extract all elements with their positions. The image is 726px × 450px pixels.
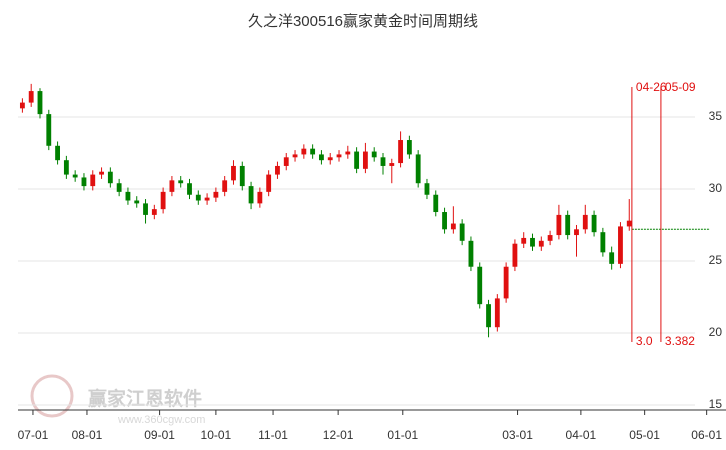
candle-body [433, 194, 439, 213]
candle-body [81, 177, 87, 187]
candle-body [459, 223, 465, 241]
candle-body [450, 223, 456, 230]
candle-body [55, 145, 60, 161]
candle-body [72, 174, 78, 178]
candle-body [19, 102, 25, 109]
y-tick-label: 20 [709, 325, 723, 339]
x-tick-label: 01-01 [387, 428, 418, 442]
x-tick-label: 04-01 [566, 428, 597, 442]
cycle-label: 05-09 [665, 80, 696, 94]
candle-body [134, 200, 140, 204]
candle-body [28, 91, 34, 103]
candle-body [486, 304, 491, 328]
candle-body [371, 151, 377, 158]
candle-body [187, 183, 192, 195]
candle-body [257, 191, 263, 204]
candle-body [494, 298, 500, 328]
candle-body [618, 226, 623, 264]
candle-body [380, 157, 386, 166]
cycle-ratio: 3.0 [636, 334, 653, 348]
candle-body [503, 266, 509, 299]
candle-body [178, 180, 184, 184]
x-tick-label: 03-01 [502, 428, 533, 442]
candle-body [424, 183, 430, 195]
x-tick-label: 05-01 [629, 428, 660, 442]
candle-body [415, 154, 421, 184]
candle-body [169, 180, 175, 192]
candle-body [301, 148, 307, 155]
candle-body [565, 214, 571, 236]
candle-body [556, 214, 562, 236]
candle-body [46, 114, 52, 146]
candle-body [90, 174, 96, 187]
candle-body [204, 197, 210, 201]
candle-body [143, 203, 148, 215]
candle-body [222, 180, 228, 192]
candle-body [574, 229, 579, 236]
candle-body [213, 191, 219, 198]
candle-body [582, 214, 588, 230]
x-tick-label: 10-01 [201, 428, 232, 442]
candle-body [538, 240, 544, 247]
candle-body [591, 214, 597, 233]
candle-body [600, 232, 606, 253]
candle-body [63, 160, 69, 175]
candle-body [512, 243, 518, 267]
candle-body [354, 151, 360, 169]
x-tick-label: 09-01 [144, 428, 175, 442]
x-tick-label: 08-01 [72, 428, 103, 442]
candle-body [239, 165, 245, 187]
y-tick-label: 30 [709, 181, 723, 195]
candle-body [107, 171, 113, 184]
cycle-label: 04-26 [636, 80, 667, 94]
chart-title: 久之洋300516赢家黄金时间周期线 [248, 13, 478, 30]
candle-body [442, 212, 447, 230]
watermark-logo [30, 374, 74, 418]
candle-body [362, 151, 368, 169]
watermark-url: www.360cgw.com [117, 414, 205, 426]
candle-body [248, 186, 254, 204]
candle-body [283, 157, 289, 166]
watermark: 赢家江恩软件 [88, 387, 202, 410]
cycle-ratio: 3.382 [665, 334, 695, 348]
candle-body [521, 237, 527, 244]
candle-body [609, 252, 615, 264]
y-tick-label: 15 [709, 397, 723, 411]
candle-body [125, 191, 131, 201]
x-tick-label: 11-01 [258, 428, 288, 442]
candle-body [398, 140, 404, 164]
candle-body [319, 154, 324, 161]
candle-body [116, 183, 122, 192]
candle-body [626, 220, 632, 227]
candle-body [468, 240, 474, 267]
candle-body [345, 151, 351, 155]
y-tick-label: 25 [709, 253, 723, 267]
candle-body [547, 235, 553, 241]
x-tick-label: 06-01 [691, 428, 722, 442]
candle-body [231, 165, 236, 181]
candle-body [99, 171, 104, 175]
candle-body [160, 191, 166, 210]
candle-body [195, 194, 201, 201]
candle-body [477, 266, 483, 305]
candle-body [406, 140, 412, 155]
candle-body [310, 148, 316, 155]
y-tick-label: 35 [709, 109, 723, 123]
candle-body [336, 154, 342, 158]
candle-body [266, 174, 272, 192]
candle-body [389, 163, 395, 166]
candle-body [327, 157, 333, 161]
candle-body [37, 91, 43, 115]
candle-body [151, 209, 157, 215]
candle-body [292, 154, 298, 158]
candle-body [275, 165, 280, 175]
x-tick-label: 12-01 [323, 428, 354, 442]
x-tick-label: 07-01 [18, 428, 49, 442]
candle-body [530, 237, 535, 247]
